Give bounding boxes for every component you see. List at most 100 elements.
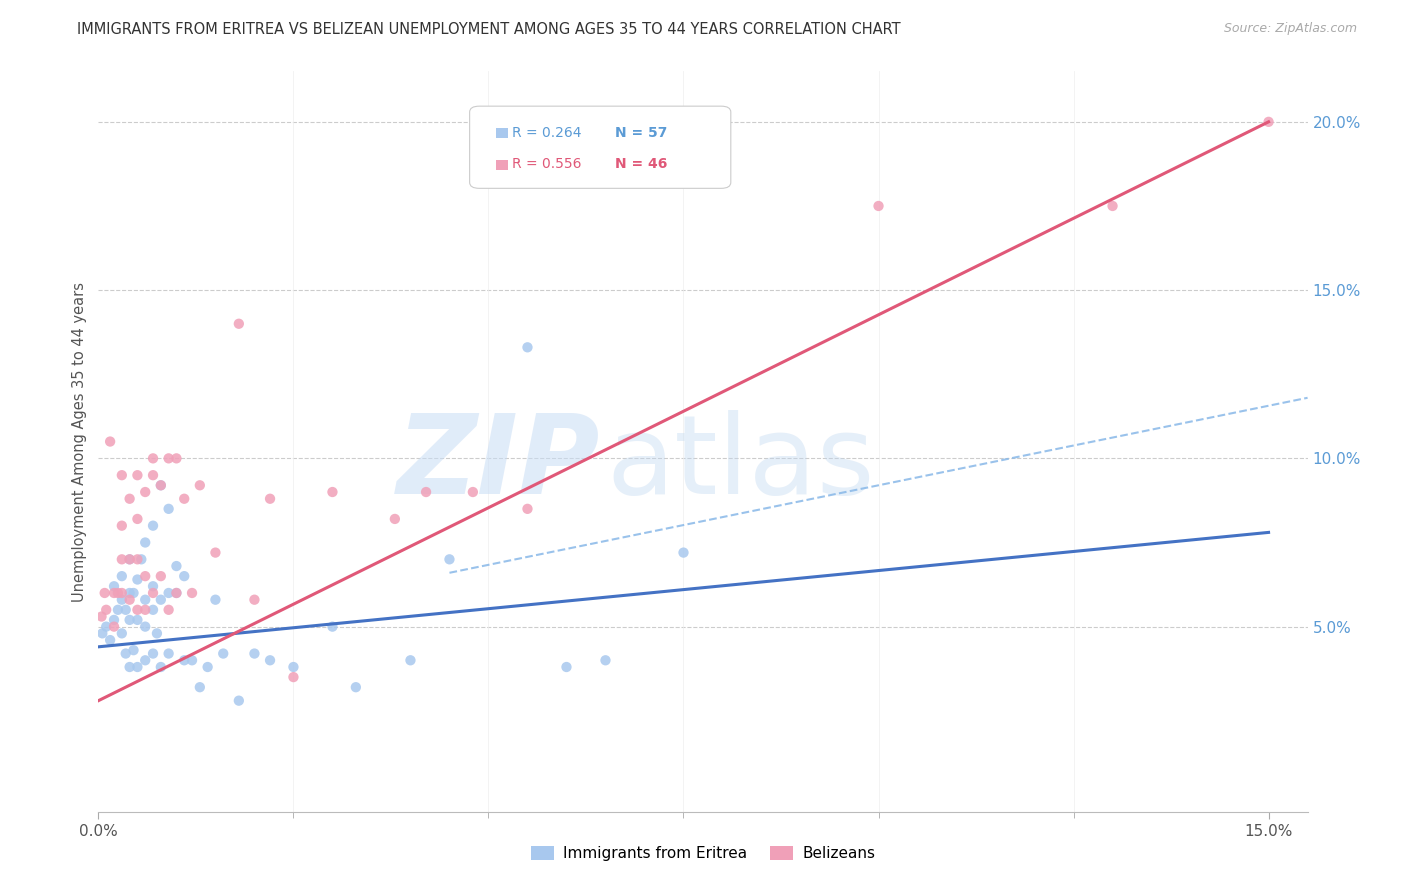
Point — [134, 569, 156, 583]
Point — [96, 603, 118, 617]
Point — [149, 660, 172, 674]
Point — [173, 569, 195, 583]
Point — [98, 434, 121, 449]
Point — [149, 569, 172, 583]
Point — [868, 199, 890, 213]
Point — [283, 660, 305, 674]
Point — [157, 603, 180, 617]
Point — [134, 619, 156, 633]
Point — [127, 573, 149, 587]
Point — [516, 501, 538, 516]
Text: R = 0.556: R = 0.556 — [512, 157, 582, 171]
Point — [197, 660, 219, 674]
Point — [131, 552, 153, 566]
Text: N = 46: N = 46 — [614, 157, 666, 171]
Point — [122, 586, 145, 600]
Point — [259, 491, 281, 506]
Point — [399, 653, 422, 667]
Text: IMMIGRANTS FROM ERITREA VS BELIZEAN UNEMPLOYMENT AMONG AGES 35 TO 44 YEARS CORRE: IMMIGRANTS FROM ERITREA VS BELIZEAN UNEM… — [77, 22, 901, 37]
Point — [127, 512, 149, 526]
Point — [228, 694, 250, 708]
Point — [134, 592, 156, 607]
FancyBboxPatch shape — [496, 128, 508, 138]
Point — [142, 586, 165, 600]
Point — [127, 603, 149, 617]
Point — [114, 647, 136, 661]
Point — [114, 603, 136, 617]
Point — [149, 478, 172, 492]
Point — [111, 552, 134, 566]
Point — [181, 586, 204, 600]
Text: atlas: atlas — [606, 410, 875, 517]
Point — [243, 592, 266, 607]
Point — [595, 653, 617, 667]
Point — [111, 569, 134, 583]
Point — [1257, 115, 1279, 129]
Point — [127, 660, 149, 674]
Point — [672, 546, 695, 560]
Point — [173, 491, 195, 506]
Point — [321, 619, 343, 633]
Text: R = 0.264: R = 0.264 — [512, 126, 582, 140]
Point — [439, 552, 461, 566]
Point — [1101, 199, 1123, 213]
Point — [188, 680, 211, 694]
Point — [111, 518, 134, 533]
Point — [204, 546, 226, 560]
Point — [204, 592, 226, 607]
Point — [118, 552, 141, 566]
Point — [165, 586, 187, 600]
Point — [142, 647, 165, 661]
Point — [146, 626, 169, 640]
Point — [118, 660, 141, 674]
Point — [384, 512, 406, 526]
Point — [93, 586, 115, 600]
Point — [555, 660, 578, 674]
FancyBboxPatch shape — [496, 160, 508, 169]
Point — [188, 478, 211, 492]
Point — [107, 586, 129, 600]
Point — [118, 592, 141, 607]
Point — [91, 626, 114, 640]
Point — [142, 603, 165, 617]
Point — [111, 586, 134, 600]
Point — [90, 609, 112, 624]
Point — [118, 491, 141, 506]
Text: N = 57: N = 57 — [614, 126, 666, 140]
Point — [157, 451, 180, 466]
Point — [157, 647, 180, 661]
Point — [127, 552, 149, 566]
Point — [344, 680, 367, 694]
Point — [122, 643, 145, 657]
Point — [107, 603, 129, 617]
Point — [98, 633, 121, 648]
Point — [142, 579, 165, 593]
Point — [165, 451, 187, 466]
Point — [142, 468, 165, 483]
Point — [134, 653, 156, 667]
Legend: Immigrants from Eritrea, Belizeans: Immigrants from Eritrea, Belizeans — [524, 839, 882, 867]
Point — [157, 586, 180, 600]
Point — [118, 552, 141, 566]
Point — [516, 340, 538, 354]
Text: ZIP: ZIP — [396, 410, 600, 517]
Point — [157, 501, 180, 516]
Text: Source: ZipAtlas.com: Source: ZipAtlas.com — [1223, 22, 1357, 36]
Y-axis label: Unemployment Among Ages 35 to 44 years: Unemployment Among Ages 35 to 44 years — [72, 282, 87, 601]
Point — [321, 485, 343, 500]
Point — [149, 592, 172, 607]
Point — [134, 485, 156, 500]
Point — [118, 613, 141, 627]
Point — [181, 653, 204, 667]
Point — [142, 451, 165, 466]
Point — [103, 619, 125, 633]
Point — [173, 653, 195, 667]
Point — [134, 535, 156, 549]
Point — [259, 653, 281, 667]
Point — [127, 468, 149, 483]
Point — [111, 592, 134, 607]
Point — [165, 586, 187, 600]
Point — [111, 468, 134, 483]
Point — [103, 586, 125, 600]
Point — [461, 485, 484, 500]
